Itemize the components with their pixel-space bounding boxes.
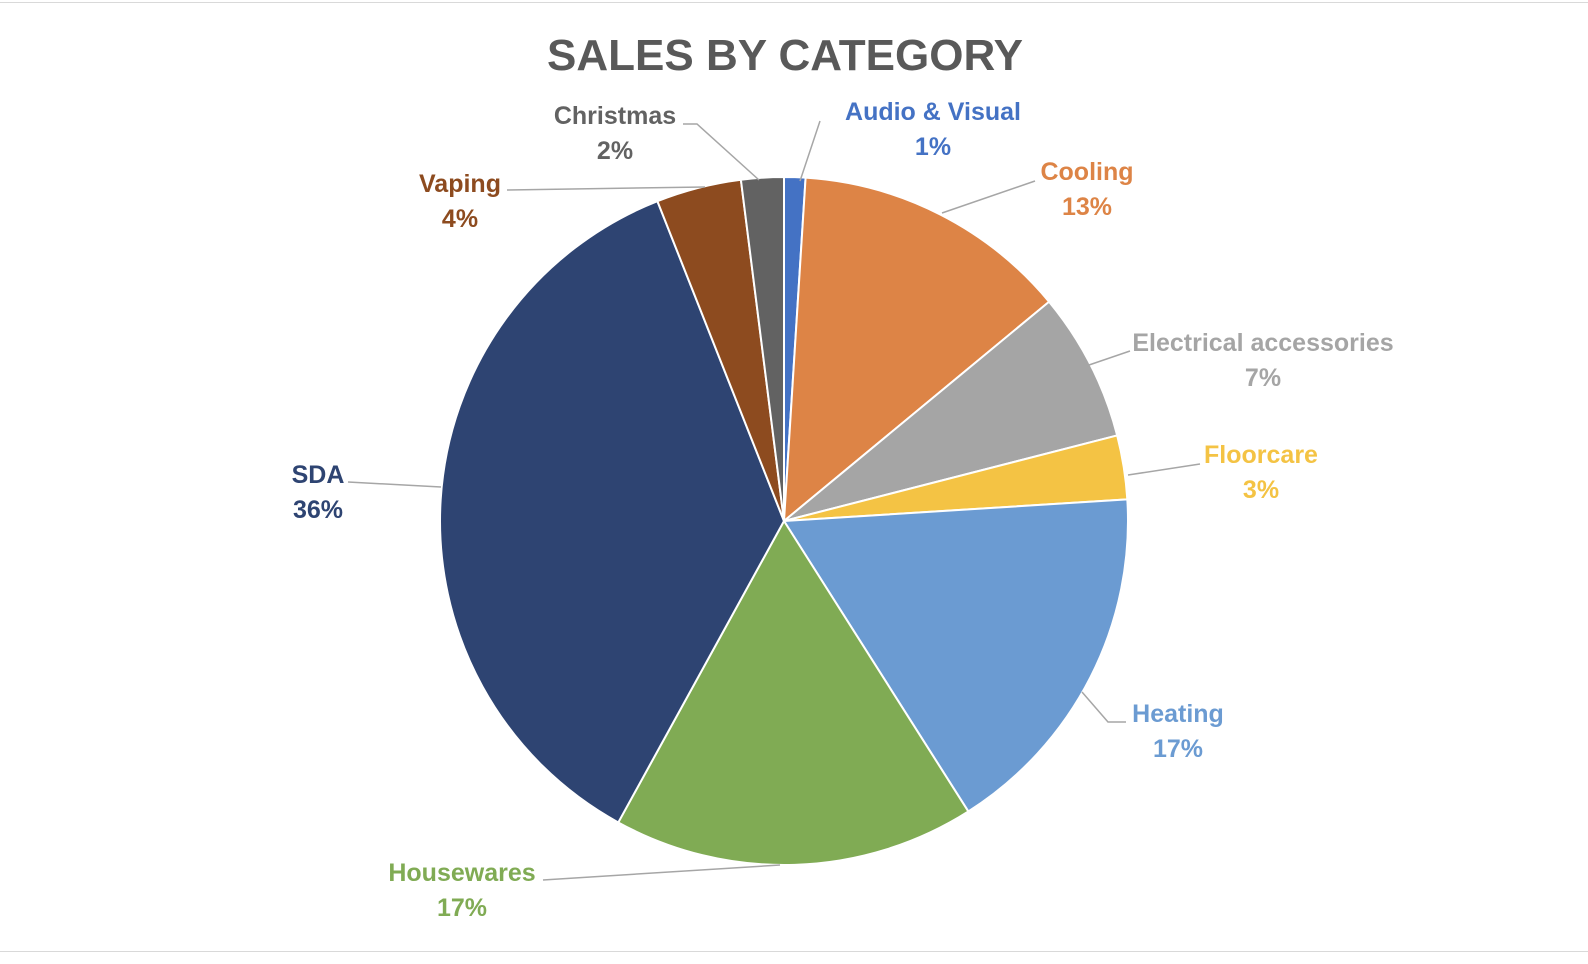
value-label-heating: 17% — [1153, 735, 1203, 763]
value-label-vaping: 4% — [442, 205, 478, 233]
slice-heating — [783, 498, 1129, 813]
label-vaping: Vaping — [419, 170, 501, 198]
pie-slices — [439, 176, 1129, 866]
slice-cooling — [783, 176, 1051, 522]
slice-christmas — [739, 176, 785, 522]
leader-line-vaping — [506, 186, 706, 191]
leader-line-audio-visual — [799, 120, 821, 182]
label-cooling: Cooling — [1040, 158, 1133, 186]
value-label-audio-visual: 1% — [915, 133, 951, 161]
label-sda: SDA — [292, 461, 345, 489]
slice-housewares — [617, 520, 970, 866]
leader-line-christmas — [683, 123, 760, 181]
leader-line-sda — [347, 481, 442, 488]
leader-line-cooling — [941, 180, 1036, 214]
label-audio-visual: Audio & Visual — [845, 98, 1021, 126]
chart-title: SALES BY CATEGORY — [547, 31, 1023, 80]
label-christmas: Christmas — [554, 102, 676, 130]
label-heating: Heating — [1132, 700, 1224, 728]
leader-line-floorcare — [1127, 463, 1201, 476]
pie-labels: Audio & Visual 1% Cooling 13% Electrical acc… — [292, 98, 1394, 922]
value-label-sda: 36% — [293, 496, 343, 524]
value-label-cooling: 13% — [1062, 193, 1112, 221]
label-housewares: Housewares — [388, 859, 535, 887]
value-label-electrical-accessories: 7% — [1245, 364, 1281, 392]
value-label-housewares: 17% — [437, 894, 487, 922]
leader-line-heating — [1081, 691, 1126, 723]
slice-sda — [439, 200, 785, 824]
leader-line-electrical-accessories — [1088, 350, 1131, 366]
label-floorcare: Floorcare — [1204, 441, 1318, 469]
label-electrical-accessories: Electrical accessories — [1132, 329, 1393, 357]
value-label-christmas: 2% — [597, 137, 633, 165]
leader-line-housewares — [542, 864, 781, 881]
value-label-floorcare: 3% — [1243, 476, 1279, 504]
